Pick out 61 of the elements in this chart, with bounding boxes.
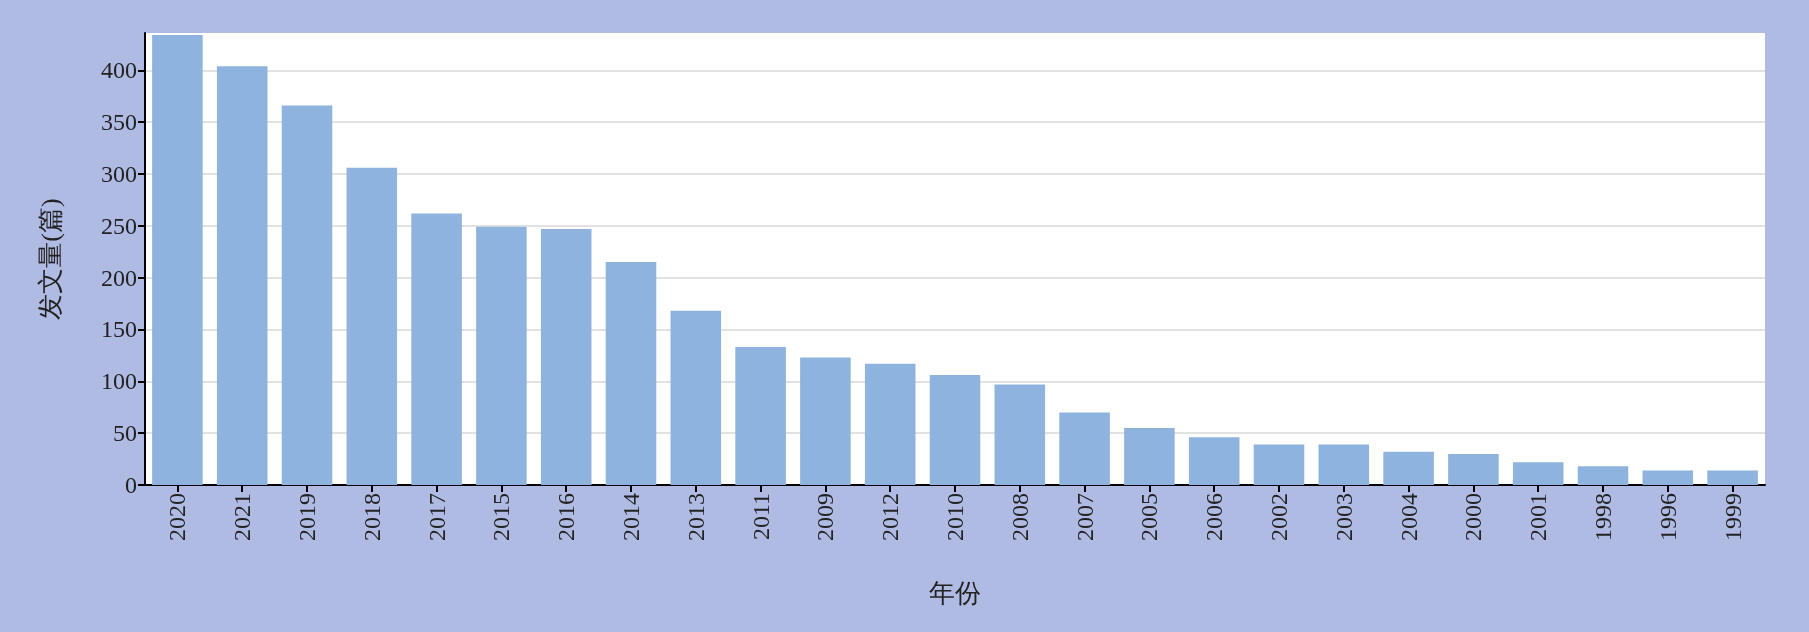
y-axis-title: 发文量(篇): [35, 198, 65, 320]
bar: [1188, 437, 1240, 485]
x-tick-label: 2015: [488, 493, 515, 541]
bar: [864, 363, 916, 485]
x-tick-label: 2007: [1071, 493, 1098, 541]
bar: [1318, 444, 1370, 485]
y-tick-label: 50: [113, 420, 137, 447]
bar: [735, 347, 786, 485]
x-tick-label: 2008: [1006, 493, 1033, 541]
x-tick-label: 2017: [423, 493, 450, 541]
x-tick-label: 2011: [747, 493, 774, 541]
bar: [800, 357, 851, 485]
bar: [1253, 444, 1305, 485]
x-tick-label: 2018: [358, 493, 385, 541]
x-tick-label: 1999: [1719, 493, 1746, 541]
y-tick-label: 150: [101, 316, 137, 343]
y-tick-label: 350: [101, 109, 137, 136]
bar: [540, 228, 592, 485]
bar: [216, 66, 268, 485]
x-tick-label: 1996: [1654, 493, 1681, 541]
bar: [1059, 412, 1110, 485]
x-tick-label: 1998: [1590, 493, 1616, 541]
y-tick-label: 0: [125, 472, 137, 498]
bar: [411, 213, 462, 485]
x-tick-label: 2013: [682, 493, 709, 541]
x-tick-label: 2020: [164, 493, 191, 541]
bar: [1383, 451, 1434, 485]
y-tick-label: 200: [101, 264, 137, 291]
x-tick-label: 2010: [942, 493, 968, 541]
bar: [1707, 470, 1758, 485]
x-tick-label: 2016: [553, 493, 580, 541]
bar: [1124, 427, 1175, 485]
y-tick-label: 400: [101, 57, 137, 84]
x-tick-label: 2021: [229, 493, 256, 541]
bar: [1512, 462, 1564, 485]
x-tick-label: 2006: [1201, 493, 1228, 541]
bar: [1577, 466, 1629, 485]
bar: [152, 35, 203, 485]
x-tick-label: 2005: [1136, 493, 1163, 541]
x-tick-label: 2004: [1395, 493, 1422, 541]
x-tick-label: 2000: [1460, 493, 1487, 541]
bar: [1642, 470, 1694, 485]
x-tick-label: 2002: [1266, 493, 1292, 541]
x-tick-label: 2014: [618, 493, 644, 541]
bar: [929, 375, 981, 485]
bar: [605, 262, 657, 485]
x-tick-label: 2009: [812, 493, 839, 541]
y-tick-label: 250: [101, 212, 137, 239]
x-tick-label: 2012: [877, 493, 904, 541]
bar: [670, 310, 722, 485]
x-axis-title: 年份: [929, 578, 981, 608]
y-tick-label: 300: [101, 160, 137, 187]
bar: [1448, 453, 1499, 485]
bar: [281, 105, 333, 485]
x-tick-label: 2019: [294, 493, 320, 541]
y-tick-label: 100: [101, 368, 137, 395]
bar: [994, 384, 1046, 485]
bar: [476, 226, 527, 485]
bar: [346, 167, 398, 485]
x-tick-label: 2001: [1525, 493, 1552, 541]
x-tick-label: 2003: [1330, 493, 1357, 541]
